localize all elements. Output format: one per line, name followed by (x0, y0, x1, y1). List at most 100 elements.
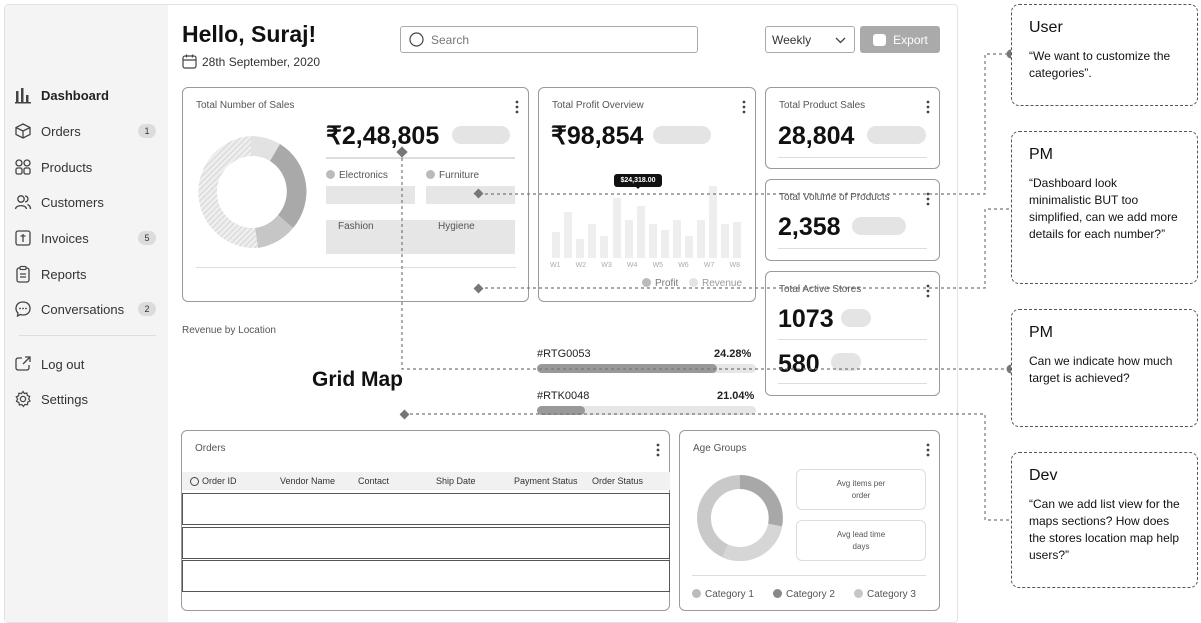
divider (326, 157, 515, 159)
fashion-hygiene-block (326, 220, 515, 254)
more-options-icon[interactable] (926, 443, 930, 457)
tick-label: W1 (550, 262, 561, 269)
annotation-note-user: User “We want to customize the categorie… (1011, 4, 1198, 106)
search-input[interactable]: Search (400, 26, 698, 53)
age-groups-donut-chart (697, 475, 783, 562)
legend-label: Electronics (339, 170, 388, 181)
conversations-badge: 2 (138, 302, 156, 316)
card-title: Total Volume of Products (779, 192, 890, 203)
card-title: Total Product Sales (779, 100, 866, 111)
sidebar-item-settings[interactable]: Settings (14, 387, 156, 411)
active-stores-pill (841, 309, 871, 327)
period-value: Weekly (772, 32, 812, 47)
more-options-icon[interactable] (926, 100, 930, 114)
sidebar-item-label: Dashboard (41, 87, 109, 103)
sidebar-item-customers[interactable]: Customers (14, 190, 156, 214)
legend-category-1: Category 1 (692, 589, 754, 600)
orders-badge: 1 (138, 124, 156, 138)
calendar-icon (182, 54, 197, 69)
period-select[interactable]: Weekly (765, 26, 855, 53)
table-row[interactable] (182, 527, 670, 559)
product-volume-card: Total Volume of Products (765, 179, 940, 261)
sidebar-item-dashboard[interactable]: Dashboard (14, 83, 156, 107)
annotation-message: “Dashboard look minimalistic BUT too sim… (1029, 176, 1178, 241)
active-stores-card: Total Active Stores (765, 271, 940, 396)
chart-tooltip: $24,318.00 (614, 174, 662, 187)
product-volume-value: 2,358 (778, 213, 841, 241)
gear-icon (15, 390, 31, 408)
product-sales-pill (867, 126, 926, 144)
legend-dot (326, 170, 335, 179)
tick-label: W5 (652, 262, 664, 269)
export-label: Export (893, 32, 928, 47)
legend-profit: Profit (642, 278, 678, 289)
divider (778, 339, 927, 340)
sidebar-item-logout[interactable]: Log out (14, 352, 156, 376)
annotation-author: PM (1029, 146, 1053, 163)
export-button[interactable]: Export (860, 26, 940, 53)
column-header[interactable]: Vendor Name (280, 476, 336, 486)
more-options-icon[interactable] (926, 284, 930, 298)
card-title: Age Groups (693, 443, 747, 454)
column-header[interactable]: Contact (358, 476, 390, 486)
annotation-message: “Can we add list view for the maps secti… (1029, 497, 1180, 562)
sidebar-item-label: Invoices (41, 230, 89, 246)
table-row[interactable] (182, 493, 670, 525)
grid-map-label: Grid Map (312, 368, 404, 391)
legend-dot (642, 278, 651, 287)
sidebar-item-orders[interactable]: Orders 1 (14, 119, 156, 143)
column-header[interactable]: Payment Status (514, 476, 578, 486)
furniture-bar (426, 186, 515, 204)
column-label: Order ID (202, 476, 237, 486)
search-placeholder: Search (431, 32, 470, 47)
divider (196, 267, 516, 268)
annotation-author: PM (1029, 324, 1053, 341)
sidebar-item-conversations[interactable]: Conversations 2 (14, 297, 156, 321)
annotation-author: Dev (1029, 467, 1058, 484)
orders-card: Orders (181, 430, 670, 611)
profit-bar-chart (552, 186, 741, 258)
select-all-checkbox[interactable] (190, 476, 199, 486)
legend-label: Revenue (702, 278, 743, 289)
annotation-message: “We want to customize the categories”. (1029, 49, 1171, 80)
more-options-icon[interactable] (926, 192, 930, 206)
more-options-icon[interactable] (515, 100, 519, 114)
sidebar-item-label: Products (41, 159, 93, 175)
more-options-icon[interactable] (656, 443, 660, 457)
active-stores-value: 1073 (778, 305, 834, 333)
logout-icon (15, 356, 31, 371)
legend-revenue: Revenue (689, 278, 742, 289)
divider (778, 383, 927, 384)
sidebar-item-invoices[interactable]: Invoices 5 (14, 226, 156, 250)
sales-donut-chart (198, 135, 307, 249)
sidebar-item-reports[interactable]: Reports (14, 262, 156, 286)
card-title: Total Active Stores (779, 284, 862, 295)
legend-dot (854, 589, 863, 598)
legend-label: Category 1 (705, 589, 754, 600)
week-axis: W1 W2 W3 W4 W5 W6 W7 W8 (550, 262, 740, 269)
annotation-note-dev: Dev “Can we add list view for the maps s… (1011, 452, 1198, 588)
legend-dot (692, 589, 701, 598)
card-title: Orders (195, 443, 226, 454)
export-icon (873, 34, 887, 46)
chevron-down-icon (835, 37, 846, 44)
tick-label: W3 (601, 262, 612, 269)
column-header[interactable]: Order Status (592, 476, 644, 486)
column-header[interactable]: Ship Date (436, 476, 476, 486)
invoices-badge: 5 (138, 231, 156, 245)
divider (692, 575, 926, 576)
active-stores-secondary-pill (831, 353, 861, 371)
tick-label: W8 (729, 262, 740, 269)
legend-dot (426, 170, 435, 179)
table-row[interactable] (182, 560, 670, 592)
sidebar-item-products[interactable]: Products (14, 155, 156, 179)
tick-label: W6 (678, 262, 689, 269)
stat-label: Avg items per order (836, 478, 886, 500)
table-header (182, 472, 670, 490)
more-options-icon[interactable] (742, 100, 746, 114)
sidebar-item-label: Customers (41, 194, 104, 210)
bar-chart-icon (15, 88, 31, 104)
product-volume-pill (852, 217, 906, 235)
sidebar-item-label: Orders (41, 123, 81, 139)
column-header-order-id[interactable]: Order ID (190, 476, 237, 486)
